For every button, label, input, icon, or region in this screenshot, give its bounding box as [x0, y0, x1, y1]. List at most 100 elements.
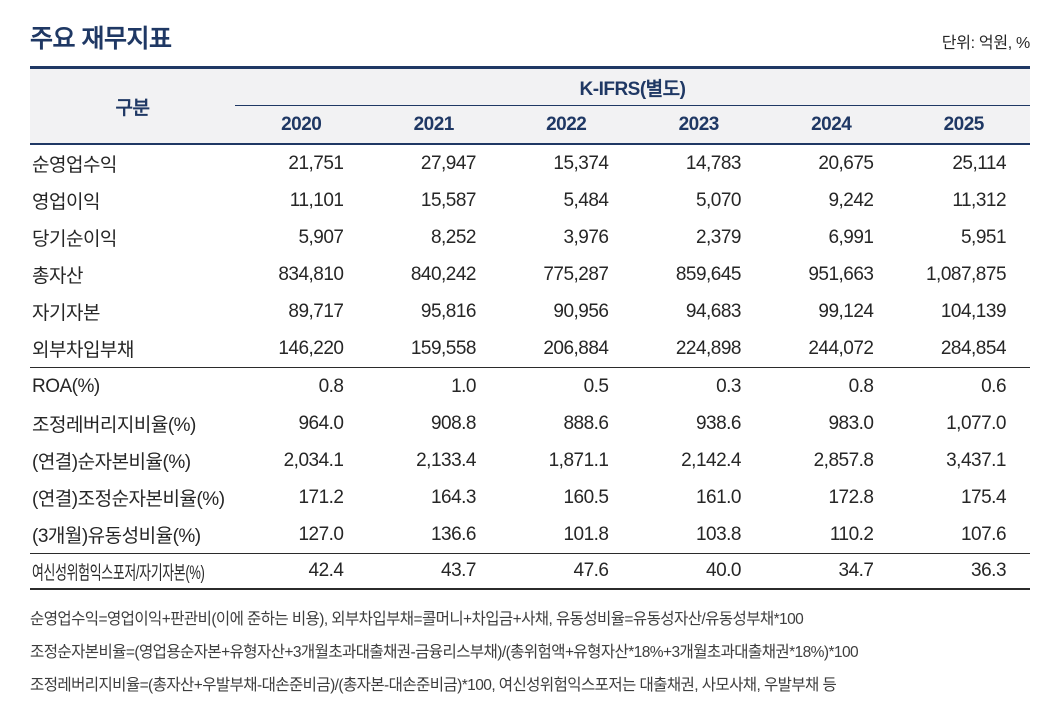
row-label: 순영업수익 [32, 155, 117, 176]
table-body: 순영업수익 21,751 27,947 15,374 14,783 20,675 25,11… [30, 144, 1031, 589]
unit-label: 단위: 억원, % [941, 35, 1031, 52]
value-cell: 1,871.1 [548, 449, 609, 471]
year-header: 2020 [235, 105, 368, 145]
value-cell: 36.3 [897, 553, 1031, 589]
value-cell: 90,956 [553, 300, 609, 322]
year-header-row: 2020 2021 2022 2023 2024 2025 [30, 105, 1031, 145]
value-cell: 94,683 [685, 300, 742, 322]
value-cell: 104,139 [940, 300, 1007, 322]
year-header: 2023 [632, 105, 765, 145]
value-cell: 9,242 [828, 189, 874, 211]
value-cell: 775,287 [543, 263, 609, 285]
corner-header: 구분 [30, 67, 235, 145]
row-label: 조정레버리지비율(%) [32, 415, 196, 436]
value-cell: 0.6 [897, 367, 1031, 405]
table-row: ROA(%) 0.8 1.0 0.5 0.3 0.8 0.6 [30, 367, 1031, 405]
value-cell: 0.5 [500, 367, 633, 405]
value-cell: 99,124 [818, 300, 874, 322]
value-cell: 127.0 [298, 523, 344, 545]
value-cell: 6,991 [828, 226, 874, 248]
value-cell: 284,854 [940, 337, 1007, 359]
row-label: (연결)조정순자본비율(%) [32, 489, 225, 510]
value-cell: 2,379 [695, 226, 742, 248]
value-cell: 983.0 [828, 412, 874, 434]
row-label: 자기자본 [32, 303, 100, 324]
row-label: 외부차입부채 [32, 340, 134, 361]
report-page: 주요 재무지표 단위: 억원, % 구분 K-IFRS(별도) 2020 2021… [30, 24, 1031, 702]
value-cell: 21,751 [288, 152, 344, 174]
value-cell: 107.6 [960, 523, 1007, 545]
table-row: 당기순이익 5,907 8,252 3,976 2,379 6,991 5,951 [30, 219, 1030, 256]
value-cell: 859,645 [675, 263, 742, 285]
value-cell: 25,114 [952, 152, 1007, 174]
value-cell: 161.0 [695, 486, 742, 508]
value-cell: 834,810 [278, 263, 344, 285]
footnote-line: 조정레버리지비율=(총자산+우발부채-대손준비금)/(총자본-대손준비금)*10… [30, 677, 837, 694]
value-cell: 8,252 [430, 226, 477, 248]
table-row: 조정레버리지비율(%) 964.0 908.8 888.6 938.6 983.0 1,07… [30, 405, 1030, 442]
table-row: (연결)조정순자본비율(%) 171.2 164.3 160.5 161.0 172.8 1… [30, 479, 1030, 516]
footnote-line: 순영업수익=영업이익+판관비(이에 준하는 비용), 외부차입부채=콜머니+차입… [30, 611, 804, 628]
footnotes: 순영업수익=영업이익+판관비(이에 준하는 비용), 외부차입부채=콜머니+차입… [30, 603, 1030, 702]
value-cell: 160.5 [563, 486, 609, 508]
value-cell: 42.4 [235, 553, 368, 589]
value-cell: 34.7 [765, 553, 898, 589]
value-cell: 1,077.0 [946, 412, 1007, 434]
table-row: 여신성위험익스포저/자기자본(%) 42.4 43.7 47.6 40.0 34.7 36.… [30, 553, 1031, 589]
value-cell: 175.4 [960, 486, 1007, 508]
value-cell: 2,142.4 [681, 449, 741, 471]
value-cell: 101.8 [563, 523, 609, 545]
value-cell: 11,101 [289, 189, 344, 211]
footnote-line: 조정순자본비율=(영업용순자본+유형자산+3개월초과대출채권-금융리스부채)/(… [30, 644, 859, 661]
group-header: K-IFRS(별도) [235, 67, 1031, 106]
value-cell: 938.6 [695, 412, 742, 434]
value-cell: 5,070 [695, 189, 742, 211]
table-row: 자기자본 89,717 95,816 90,956 94,683 99,124 104,13… [30, 293, 1030, 330]
value-cell: 40.0 [632, 553, 765, 589]
value-cell: 244,072 [808, 337, 874, 359]
value-cell: 27,947 [420, 152, 477, 174]
value-cell: 172.8 [828, 486, 874, 508]
value-cell: 146,220 [278, 337, 344, 359]
value-cell: 888.6 [563, 412, 609, 434]
value-cell: 3,976 [563, 226, 609, 248]
value-cell: 0.3 [632, 367, 765, 405]
value-cell: 136.6 [430, 523, 477, 545]
table-row: 순영업수익 21,751 27,947 15,374 14,783 20,675 25,11… [30, 144, 1030, 182]
value-cell: 15,587 [420, 189, 477, 211]
financial-indicators-table: 구분 K-IFRS(별도) 2020 2021 2022 2023 2024 2025 순… [30, 66, 1031, 590]
table-header: 구분 K-IFRS(별도) 2020 2021 2022 2023 2024 2025 [30, 67, 1031, 145]
value-cell: 95,816 [420, 300, 477, 322]
value-cell: 47.6 [500, 553, 633, 589]
value-cell: 5,907 [298, 226, 344, 248]
year-header: 2025 [897, 105, 1031, 145]
year-header: 2022 [500, 105, 633, 145]
title-bar: 주요 재무지표 단위: 억원, % [30, 24, 1030, 54]
value-cell: 171.2 [298, 486, 344, 508]
value-cell: 15,374 [553, 152, 609, 174]
value-cell: 103.8 [695, 523, 742, 545]
row-label: 영업이익 [32, 192, 100, 213]
value-cell: 89,717 [288, 300, 344, 322]
value-cell: 840,242 [410, 263, 477, 285]
value-cell: 951,663 [808, 263, 874, 285]
value-cell: 3,437.1 [946, 449, 1007, 471]
year-header: 2024 [765, 105, 898, 145]
row-label: (3개월)유동성비율(%) [32, 526, 201, 547]
value-cell: 43.7 [367, 553, 500, 589]
table-row: 총자산 834,810 840,242 775,287 859,645 951,663 1,… [30, 256, 1030, 293]
value-cell: 2,133.4 [416, 449, 476, 471]
value-cell: 20,675 [818, 152, 874, 174]
value-cell: 0.8 [765, 367, 898, 405]
value-cell: 964.0 [298, 412, 344, 434]
value-cell: 14,783 [685, 152, 742, 174]
value-cell: 5,951 [960, 226, 1007, 248]
value-cell: 110.2 [829, 523, 874, 545]
table-row: (연결)순자본비율(%) 2,034.1 2,133.4 1,871.1 2,142.4… [30, 442, 1030, 479]
value-cell: 1,087,875 [925, 263, 1007, 285]
value-cell: 224,898 [675, 337, 742, 359]
row-label: (연결)순자본비율(%) [32, 452, 191, 473]
value-cell: 159,558 [410, 337, 477, 359]
value-cell: 1.0 [367, 367, 500, 405]
value-cell: 0.8 [235, 367, 368, 405]
